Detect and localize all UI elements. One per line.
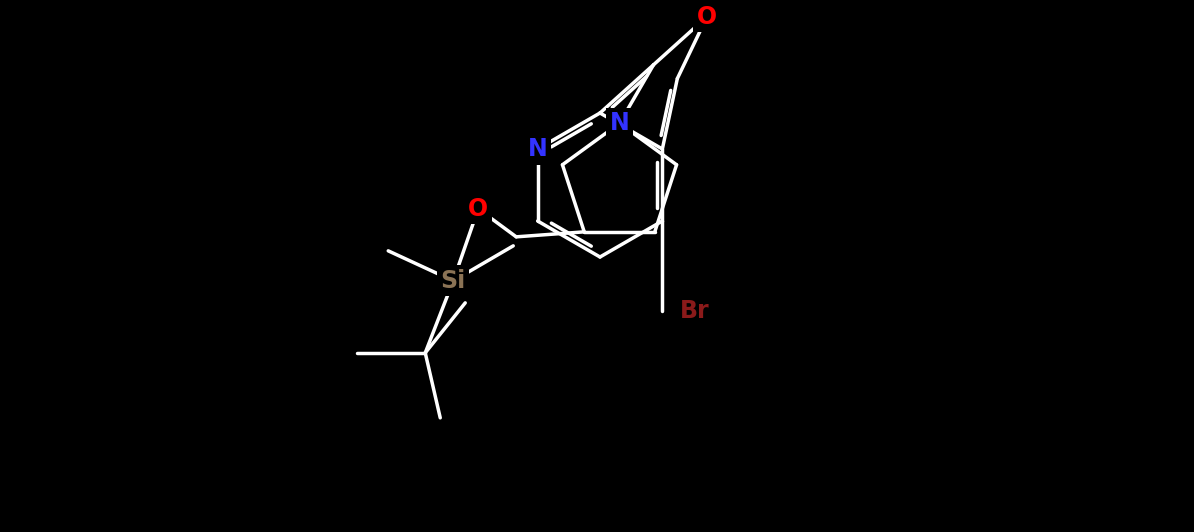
Text: N: N [610, 111, 629, 135]
Text: O: O [468, 197, 488, 221]
Text: N: N [528, 137, 548, 161]
Text: Si: Si [441, 269, 466, 293]
Text: Br: Br [681, 299, 710, 323]
Text: O: O [697, 5, 718, 29]
